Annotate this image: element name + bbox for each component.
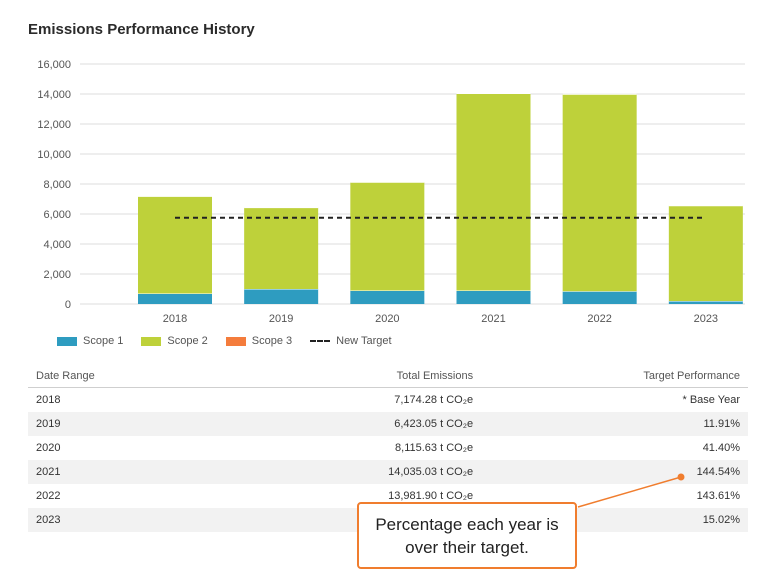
- table-row: 2022 13,981.90 t CO₂e 143.61%: [28, 484, 748, 508]
- callout-text: Percentage each year is over their targe…: [375, 514, 559, 557]
- x-tick-label: 2022: [587, 313, 611, 325]
- y-tick-label: 4,000: [43, 239, 71, 251]
- bar-scope-2-2019: [244, 207, 319, 289]
- x-tick-label: 2018: [163, 313, 187, 325]
- x-tick-label: 2023: [694, 313, 718, 325]
- bar-scope-2-2023: [668, 205, 743, 301]
- annotation-callout: Percentage each year is over their targe…: [357, 502, 577, 569]
- table-row: 2020 8,115.63 t CO₂e 41.40%: [28, 436, 748, 460]
- y-tick-label: 8,000: [43, 179, 71, 191]
- legend-label-scope2: Scope 2: [167, 335, 208, 347]
- y-tick-label: 6,000: [43, 209, 71, 221]
- cell-perf: 11.91%: [481, 412, 748, 436]
- cell-perf: * Base Year: [682, 394, 741, 406]
- legend-swatch-scope3: [225, 336, 246, 346]
- legend-swatch-scope1: [57, 336, 77, 346]
- bar-scope-1-2019: [244, 289, 319, 304]
- cell-date: 2018: [36, 394, 61, 406]
- cell-total: 14,035.03 t CO₂e: [205, 460, 482, 484]
- header-total-emissions[interactable]: Total Emissions: [205, 365, 482, 388]
- bar-scope-2-2021: [456, 93, 531, 291]
- header-target-performance[interactable]: Target Performance: [481, 365, 748, 388]
- cell-total: 6,423.05 t CO₂e: [205, 412, 482, 436]
- bar-scope-1-2022: [562, 291, 637, 304]
- table-header-row: Date Range Total Emissions Target Perfor…: [28, 365, 748, 388]
- chart-title: Emissions Performance History: [28, 21, 255, 38]
- y-tick-label: 14,000: [37, 89, 71, 101]
- legend-label-scope3: Scope 3: [251, 335, 293, 347]
- x-tick-label: 2021: [481, 313, 505, 325]
- cell-total: 8,115.63 t CO₂e: [395, 442, 474, 454]
- cell-date: 2019: [28, 412, 206, 436]
- cell-perf: 144.54%: [481, 460, 748, 484]
- bar-scope-1-2021: [456, 290, 531, 304]
- bar-scope-1-2018: [138, 293, 212, 304]
- bar-scope-2-2020: [350, 182, 425, 291]
- legend-swatch-scope2: [141, 336, 162, 346]
- legend-label-scope1: Scope 1: [83, 335, 124, 347]
- cell-date: 2020: [36, 442, 61, 454]
- y-tick-label: 2,000: [43, 269, 71, 281]
- legend-item-scope3[interactable]: Scope 3: [225, 335, 293, 347]
- cell-date: 2022: [36, 490, 61, 502]
- legend-item-scope1[interactable]: Scope 1: [57, 335, 123, 347]
- chart-legend: Scope 1 Scope 2 Scope 3 New Target: [57, 335, 410, 347]
- legend-item-scope2[interactable]: Scope 2: [141, 335, 208, 347]
- legend-item-new-target[interactable]: New Target: [310, 335, 392, 347]
- y-tick-label: 10,000: [37, 149, 71, 161]
- emissions-bar-chart: 0 2,000 4,000 6,000 8,000 10,000 12,000 14,000 1…: [37, 59, 745, 325]
- cell-date: 2023: [28, 508, 206, 532]
- x-tick-label: 2019: [269, 313, 293, 325]
- bar-scope-1-2020: [350, 290, 425, 304]
- y-tick-label: 0: [65, 299, 71, 311]
- y-tick-label: 16,000: [37, 59, 71, 71]
- table-row: 2019 6,423.05 t CO₂e 11.91%: [28, 412, 748, 436]
- header-date-range[interactable]: Date Range: [28, 365, 206, 388]
- legend-label-new-target: New Target: [336, 335, 392, 347]
- bar-scope-1-2023: [668, 301, 743, 304]
- cell-date: 2021: [28, 460, 206, 484]
- y-tick-label: 12,000: [37, 119, 71, 131]
- bar-scope-2-2022: [562, 94, 637, 292]
- table-row: 2018 7,174.28 t CO₂e * Base Year: [28, 388, 748, 413]
- x-tick-label: 2020: [375, 313, 399, 325]
- cell-total: 13,981.90 t CO₂e: [388, 490, 474, 502]
- cell-total: 7,174.28 t CO₂e: [394, 394, 474, 406]
- cell-perf: 143.61%: [696, 490, 740, 502]
- bar-scope-2-2018: [138, 196, 212, 294]
- table-row: 2021 14,035.03 t CO₂e 144.54%: [28, 460, 748, 484]
- cell-perf: 41.40%: [702, 442, 740, 454]
- legend-swatch-new-target: [310, 340, 331, 342]
